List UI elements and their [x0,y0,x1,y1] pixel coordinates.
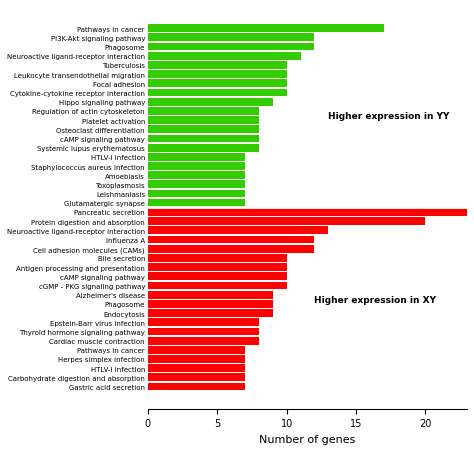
Bar [148,44,314,51]
Bar [148,99,273,106]
Bar [148,227,328,235]
Bar [148,254,287,262]
Bar [148,144,259,152]
Bar [148,53,301,60]
Bar [148,245,314,253]
Bar [148,172,245,179]
Bar [148,300,273,308]
Bar [148,154,245,161]
Bar [148,190,245,198]
Bar [148,117,259,124]
Bar [148,318,259,327]
Text: Higher expression in XY: Higher expression in XY [314,295,437,304]
Bar [148,236,314,244]
Bar [148,355,245,363]
Bar [148,89,287,97]
X-axis label: Number of genes: Number of genes [259,434,356,444]
Bar [148,282,287,290]
Bar [148,209,467,216]
Bar [148,383,245,391]
Bar [148,126,259,134]
Bar [148,71,287,79]
Bar [148,309,273,317]
Bar [148,62,287,69]
Bar [148,163,245,170]
Bar [148,181,245,189]
Bar [148,291,273,299]
Bar [148,25,384,33]
Bar [148,328,259,336]
Bar [148,135,259,143]
Bar [148,337,259,345]
Bar [148,263,287,272]
Bar [148,199,245,207]
Bar [148,346,245,354]
Bar [148,373,245,382]
Bar [148,108,259,115]
Bar [148,80,287,88]
Bar [148,364,245,372]
Text: Higher expression in YY: Higher expression in YY [328,112,450,121]
Bar [148,34,314,42]
Bar [148,218,426,226]
Bar [148,273,287,281]
